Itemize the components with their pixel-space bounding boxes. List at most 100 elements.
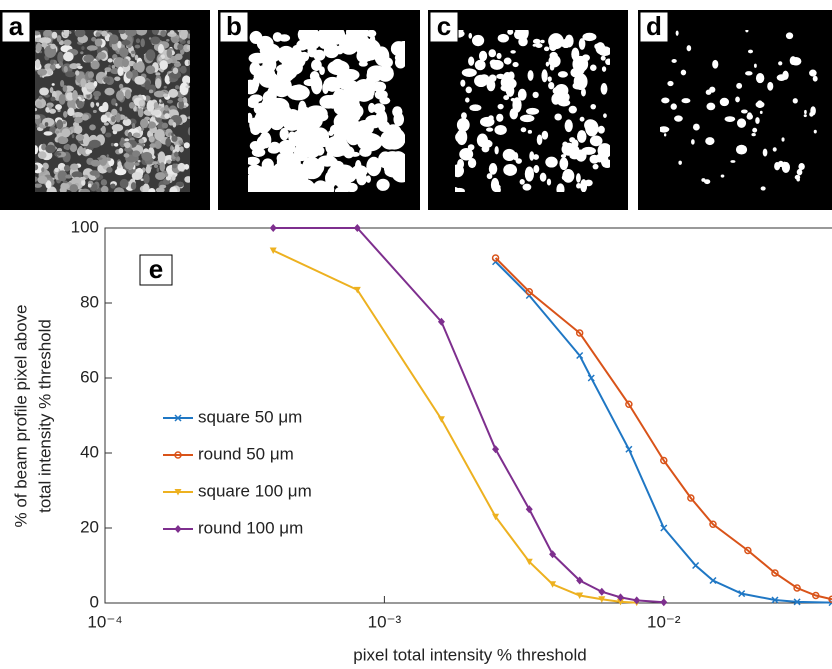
speckle-blob	[390, 41, 405, 57]
speckle-blob	[781, 161, 787, 172]
speckle-blob	[148, 187, 156, 192]
speckle-blob	[132, 132, 141, 138]
speckle-blob	[173, 62, 182, 68]
speckle-blob	[171, 132, 174, 137]
speckle-blob	[63, 30, 70, 37]
speckle-blob	[741, 109, 748, 114]
legend-label: square 100 μm	[198, 481, 312, 500]
speckle-blob	[100, 114, 108, 123]
speckle-blob	[50, 127, 56, 133]
speckle-blob	[133, 162, 140, 166]
speckle-blob	[360, 92, 374, 101]
speckle-blob	[74, 116, 83, 124]
speckle-blob	[394, 54, 401, 61]
speckle-blob	[792, 98, 798, 104]
speckle-blob	[290, 132, 308, 145]
image-panel: c	[428, 10, 628, 210]
marker	[525, 505, 533, 514]
speckle-blob	[179, 146, 184, 153]
speckle-blob	[151, 30, 160, 35]
speckle-blob	[91, 174, 96, 181]
speckle-blob	[737, 118, 747, 128]
speckle-blob	[753, 63, 757, 68]
speckle-blob	[367, 140, 383, 148]
marker	[660, 456, 668, 465]
speckle-blob	[496, 113, 504, 122]
speckle-blob	[704, 179, 711, 185]
speckle-blob	[736, 82, 743, 89]
marker	[353, 224, 361, 232]
speckle-blob	[65, 71, 76, 78]
marker	[174, 414, 182, 422]
speckle-blob	[581, 146, 596, 155]
speckle-blob	[124, 141, 131, 149]
speckle-blob	[251, 76, 260, 89]
speckle-blob	[89, 124, 96, 131]
speckle-blob	[164, 75, 170, 84]
speckle-blob	[166, 48, 173, 59]
speckle-blob	[125, 30, 137, 37]
y-tick-label: 0	[90, 592, 99, 611]
marker	[709, 520, 717, 528]
speckle-blob	[494, 146, 499, 155]
speckle-blob	[158, 43, 164, 54]
speckle-blob	[165, 175, 172, 181]
speckle-blob	[455, 187, 465, 192]
speckle-blob	[127, 131, 133, 139]
speckle-blob	[135, 30, 148, 36]
speckle-blob	[121, 39, 131, 46]
speckle-blob	[82, 133, 90, 147]
speckle-blob	[115, 112, 121, 123]
speckle-blob	[187, 127, 190, 136]
speckle-blob	[332, 160, 344, 171]
speckle-blob	[589, 64, 597, 71]
speckle-blob	[57, 51, 64, 64]
speckle-blob	[171, 174, 176, 181]
image-panel: b	[218, 10, 420, 210]
speckle-blob	[35, 164, 39, 171]
speckle	[248, 30, 405, 192]
panel-label-box	[429, 11, 459, 43]
speckle-blob	[778, 61, 783, 66]
speckle-blob	[597, 46, 610, 57]
speckle-blob	[809, 69, 817, 77]
marker	[525, 288, 534, 296]
speckle-blob	[132, 150, 141, 158]
y-axis-label: % of beam profile pixel above	[11, 304, 30, 527]
speckle-blob	[503, 95, 510, 101]
speckle-blob	[35, 176, 39, 182]
speckle-blob	[175, 156, 181, 162]
speckle-blob	[156, 167, 160, 173]
speckle-blob	[745, 71, 753, 76]
speckle-blob	[468, 56, 475, 66]
speckle-blob	[80, 51, 84, 55]
speckle-blob	[465, 97, 470, 103]
speckle-blob	[248, 112, 253, 124]
marker	[525, 558, 533, 566]
speckle-blob	[160, 30, 167, 37]
speckle-blob	[59, 186, 67, 192]
speckle-blob	[503, 57, 512, 65]
speckle-blob	[106, 154, 109, 158]
marker	[828, 595, 832, 603]
speckle-blob	[38, 95, 43, 100]
speckle-blob	[60, 79, 65, 88]
speckle-blob	[517, 30, 529, 41]
speckle-blob	[724, 116, 736, 122]
speckle-blob	[87, 71, 95, 79]
panel-letter: e	[149, 254, 163, 284]
speckle-blob	[177, 30, 181, 33]
speckle-blob	[569, 137, 576, 143]
speckle-blob	[155, 72, 161, 76]
speckle-blob	[152, 161, 159, 165]
marker	[660, 524, 668, 532]
speckle-blob	[117, 66, 124, 76]
speckle-blob	[100, 185, 109, 192]
speckle-blob	[541, 130, 549, 140]
speckle-blob	[119, 178, 129, 189]
speckle-blob	[51, 83, 55, 86]
speckle-blob	[113, 57, 125, 69]
series-line	[272, 249, 637, 604]
speckle-blob	[280, 62, 298, 80]
panel-letter: a	[9, 11, 24, 41]
